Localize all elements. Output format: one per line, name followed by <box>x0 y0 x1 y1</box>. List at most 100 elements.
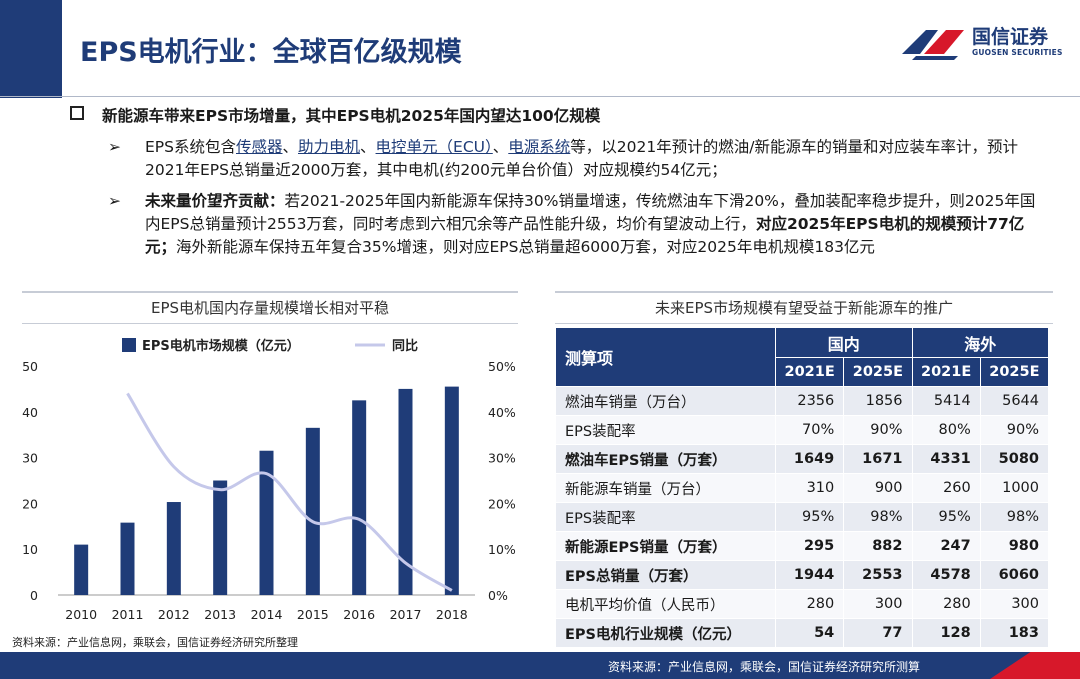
table-cell: 54 <box>774 618 845 648</box>
table-cell: 98% <box>979 502 1050 532</box>
logo-text-en: GUOSEN SECURITIES <box>972 48 1063 57</box>
legend-bar-swatch <box>122 338 136 352</box>
sub2-bold: 对应2025年EPS电机的规模预计77亿元； <box>145 215 1025 256</box>
eps-market-table: 测算项 国内 海外 2021E 2025E 2021E 2025E 燃油车销量（… <box>555 327 1050 648</box>
table-cell: 280 <box>911 589 981 619</box>
arrow-bullet-icon: ➢ <box>108 192 121 210</box>
table-cell: 1671 <box>843 444 913 474</box>
y2-tick-label: 50% <box>488 359 516 374</box>
sub1-sep3: 、 <box>492 138 509 156</box>
bar-2017 <box>398 388 413 595</box>
sub2-lead: 未来量价望齐贡献： <box>145 192 285 210</box>
table-cell: 4331 <box>911 444 981 474</box>
bar-2012 <box>166 502 181 595</box>
x-tick-label: 2010 <box>65 607 97 622</box>
row-label: 新能源EPS销量（万套） <box>555 531 776 561</box>
y2-tick-label: 30% <box>488 451 516 466</box>
group-header-overseas: 海外 <box>911 327 1049 358</box>
eps-motor-chart: EPS电机市场规模（亿元） 同比 0 10 20 30 40 50 0% 10% 20% 30% 4… <box>22 338 516 622</box>
footer-bar: 资料来源：产业信息网，乘联会，国信证券经济研究所测算 <box>0 652 1080 679</box>
row-label: 新能源车销量（万台） <box>555 473 776 503</box>
table-cell: 280 <box>774 589 845 619</box>
row-label: 燃油车EPS销量（万套） <box>555 444 776 474</box>
table-cell: 295 <box>774 531 845 561</box>
logo-text-cn: 国信证券 <box>972 26 1049 48</box>
table-cell: 90% <box>979 415 1050 445</box>
table-cell: 90% <box>843 415 913 445</box>
y2-tick-label: 20% <box>488 496 516 511</box>
bar-2014 <box>259 450 274 595</box>
table-cell: 260 <box>911 473 981 503</box>
table-cell: 300 <box>979 589 1050 619</box>
table-row: 燃油车销量（万台） 2356 1856 5414 5644 <box>555 386 1050 416</box>
sub1-highlight-power: 电源系统 <box>508 138 571 156</box>
x-tick-label: 2015 <box>297 607 329 622</box>
y-tick-label: 40 <box>22 405 38 420</box>
bar-2016 <box>352 400 367 595</box>
sub1-highlight-motor: 助力电机 <box>298 138 361 156</box>
arrow-bullet-icon: ➢ <box>108 138 121 156</box>
legend-line-label: 同比 <box>392 338 418 354</box>
table-cell: 5644 <box>979 386 1050 416</box>
table-cell: 247 <box>911 531 981 561</box>
sub1-prefix: EPS系统包含 <box>145 138 236 156</box>
footer-source: 资料来源：产业信息网，乘联会，国信证券经济研究所测算 <box>607 660 920 674</box>
title-divider <box>0 96 1080 97</box>
y2-tick-label: 0% <box>488 588 508 603</box>
table-row: EPS电机行业规模（亿元） 54 77 128 183 <box>555 618 1050 648</box>
yoy-growth-line <box>126 392 453 592</box>
year-header: 2021E <box>774 357 845 387</box>
bar-2018 <box>444 386 459 595</box>
table-corner-header: 测算项 <box>555 327 776 387</box>
bar-2010 <box>74 544 89 595</box>
table-row: 新能源EPS销量（万套） 295 882 247 980 <box>555 531 1050 561</box>
bar-2013 <box>213 480 228 595</box>
table-cell: 77 <box>843 618 913 648</box>
y-tick-label: 20 <box>22 496 38 511</box>
x-tick-label: 2016 <box>343 607 375 622</box>
x-tick-label: 2018 <box>436 607 468 622</box>
y2-tick-label: 10% <box>488 542 516 557</box>
table-cell: 2356 <box>774 386 845 416</box>
table-row: 新能源车销量（万台） 310 900 260 1000 <box>555 473 1050 503</box>
sub2-part2: 海外新能源车保持五年复合35%增速，则对应EPS总销量超6000万套，对应202… <box>176 238 875 256</box>
x-tick-label: 2014 <box>251 607 283 622</box>
table-row: 电机平均价值（人民币） 280 300 280 300 <box>555 589 1050 619</box>
table-cell: 70% <box>774 415 845 445</box>
table-cell: 1000 <box>979 473 1050 503</box>
main-bullet: 新能源车带来EPS市场增量，其中EPS电机2025年国内望达100亿规模 <box>70 104 600 129</box>
group-header-domestic: 国内 <box>775 327 913 358</box>
guosen-logo-icon <box>902 30 964 60</box>
table-cell: 1856 <box>843 386 913 416</box>
table-cell: 5080 <box>979 444 1050 474</box>
row-label: EPS总销量（万套） <box>555 560 776 590</box>
table-cell: 1944 <box>774 560 845 590</box>
table-row: 燃油车EPS销量（万套） 1649 1671 4331 5080 <box>555 444 1050 474</box>
y-tick-label: 0 <box>30 588 38 603</box>
row-label: EPS电机行业规模（亿元） <box>555 618 776 648</box>
sub1-sep2: 、 <box>360 138 376 156</box>
page-title: EPS电机行业：全球百亿级规模 <box>80 37 462 68</box>
left-section-title: EPS电机国内存量规模增长相对平稳 <box>22 291 518 324</box>
table-row: EPS装配率 70% 90% 80% 90% <box>555 415 1050 445</box>
sub2-part1: 若2021-2025年国内新能源车保持30%销量增速，传统燃油车下滑20%，叠加… <box>145 192 1036 233</box>
row-label: EPS装配率 <box>555 502 776 532</box>
table-row: EPS装配率 95% 98% 95% 98% <box>555 502 1050 532</box>
sub1-sep1: 、 <box>282 138 299 156</box>
table-cell: 882 <box>843 531 913 561</box>
row-label: EPS装配率 <box>555 415 776 445</box>
square-bullet-icon <box>70 106 84 120</box>
row-label: 电机平均价值（人民币） <box>555 589 776 619</box>
sub1-rest: 等，以2021年预计的燃油/新能源车的销量和对应装车率计，预计2021年EPS总… <box>145 138 1018 179</box>
y-tick-label: 10 <box>22 542 38 557</box>
table-cell: 95% <box>911 502 981 532</box>
header-accent-bar <box>0 0 62 98</box>
year-header: 2025E <box>843 357 913 387</box>
year-header: 2021E <box>911 357 981 387</box>
table-cell: 95% <box>774 502 845 532</box>
year-header: 2025E <box>979 357 1050 387</box>
right-section-title: 未来EPS市场规模有望受益于新能源车的推广 <box>555 291 1053 324</box>
x-tick-label: 2011 <box>112 607 144 622</box>
table-cell: 128 <box>911 618 981 648</box>
table-cell: 80% <box>911 415 981 445</box>
